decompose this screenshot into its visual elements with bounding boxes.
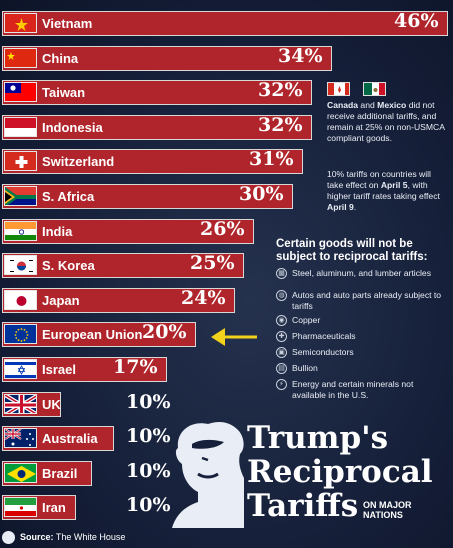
bar xyxy=(2,219,254,244)
south-africa-flag-icon xyxy=(4,186,37,206)
eu-flag-icon xyxy=(4,324,37,344)
exempt-good-text: Semiconductors xyxy=(292,347,354,357)
country-label: Taiwan xyxy=(42,85,86,100)
value-label: 10% xyxy=(126,494,171,516)
india-flag-icon xyxy=(4,221,37,241)
trump-silhouette-icon xyxy=(172,422,244,528)
exempt-goods-title: Certain goods will not be subject to rec… xyxy=(276,238,428,263)
country-label: Iran xyxy=(42,500,66,515)
bar xyxy=(2,288,235,313)
value-label: 30% xyxy=(239,183,284,205)
australia-flag-icon xyxy=(4,428,37,448)
value-label: 32% xyxy=(258,114,303,136)
value-label: 32% xyxy=(258,79,303,101)
copper-icon: ◉ xyxy=(276,315,287,326)
canada-mexico-note: Canada and Mexico did not receive additi… xyxy=(327,100,445,143)
israel-flag-icon xyxy=(4,359,37,379)
country-label: Indonesia xyxy=(42,120,103,135)
country-label: Australia xyxy=(42,431,98,446)
iran-flag-icon xyxy=(4,497,37,517)
title-line-1: Trump's xyxy=(247,420,389,456)
exempt-good-text: Copper xyxy=(292,315,321,325)
japan-flag-icon xyxy=(4,290,37,310)
taiwan-flag-icon xyxy=(4,82,37,102)
white-house-icon xyxy=(2,531,15,544)
country-label: India xyxy=(42,224,73,239)
canada-flag-icon xyxy=(327,82,350,96)
bar xyxy=(2,46,332,71)
value-label: 10% xyxy=(126,425,171,447)
country-label: Japan xyxy=(42,293,80,308)
value-label: 31% xyxy=(249,148,294,170)
energy-icon: ⚡ xyxy=(276,379,287,390)
switzerland-flag-icon xyxy=(4,151,37,171)
effective-date-note: 10% tariffs on countries will take effec… xyxy=(327,169,440,212)
pill-icon: ✚ xyxy=(276,331,287,342)
value-label: 34% xyxy=(278,45,323,67)
south-korea-flag-icon xyxy=(4,255,37,275)
bar xyxy=(2,149,303,174)
country-label: European Union xyxy=(42,327,143,342)
value-label: 26% xyxy=(200,218,245,240)
steel-icon: ▦ xyxy=(276,268,287,279)
value-label: 10% xyxy=(126,391,171,413)
country-label: Vietnam xyxy=(42,16,93,31)
brazil-flag-icon xyxy=(4,463,37,483)
value-label: 24% xyxy=(181,287,226,309)
vietnam-flag-icon xyxy=(4,13,37,33)
country-label: Brazil xyxy=(42,466,78,481)
uk-flag-icon xyxy=(4,394,37,414)
country-label: Israel xyxy=(42,362,76,377)
title-line-3: Tariffs xyxy=(247,488,359,524)
country-label: UK xyxy=(42,397,61,412)
bar xyxy=(2,11,448,36)
value-label: 46% xyxy=(394,10,439,32)
value-label: 20% xyxy=(142,321,187,343)
chart-subtitle: ON MAJOR NATIONS xyxy=(363,500,412,520)
exempt-good-text: Autos and auto parts already subject to … xyxy=(292,290,442,311)
value-label: 17% xyxy=(113,356,158,378)
exempt-good-text: Bullion xyxy=(292,363,318,373)
bar xyxy=(2,253,244,278)
highlight-arrow xyxy=(211,328,257,346)
country-label: S. Africa xyxy=(42,189,95,204)
china-flag-icon xyxy=(4,48,37,68)
car-icon: ◍ xyxy=(276,290,287,301)
source-line: Source: The White House xyxy=(20,532,126,542)
bar xyxy=(2,115,312,140)
bar xyxy=(2,80,312,105)
country-label: China xyxy=(42,51,79,66)
chip-icon: ▣ xyxy=(276,347,287,358)
indonesia-flag-icon xyxy=(4,117,37,137)
value-label: 10% xyxy=(126,460,171,482)
country-label: Switzerland xyxy=(42,154,115,169)
bullion-icon: ▤ xyxy=(276,363,287,374)
exempt-good-text: Pharmaceuticals xyxy=(292,331,356,341)
exempt-good-text: Energy and certain minerals not availabl… xyxy=(292,379,414,400)
mexico-flag-icon xyxy=(363,82,386,96)
value-label: 25% xyxy=(190,252,235,274)
country-label: S. Korea xyxy=(42,258,95,273)
exempt-good-text: Steel, aluminum, and lumber articles xyxy=(292,268,431,278)
title-line-2: Reciprocal xyxy=(247,454,433,490)
bar xyxy=(2,184,293,209)
